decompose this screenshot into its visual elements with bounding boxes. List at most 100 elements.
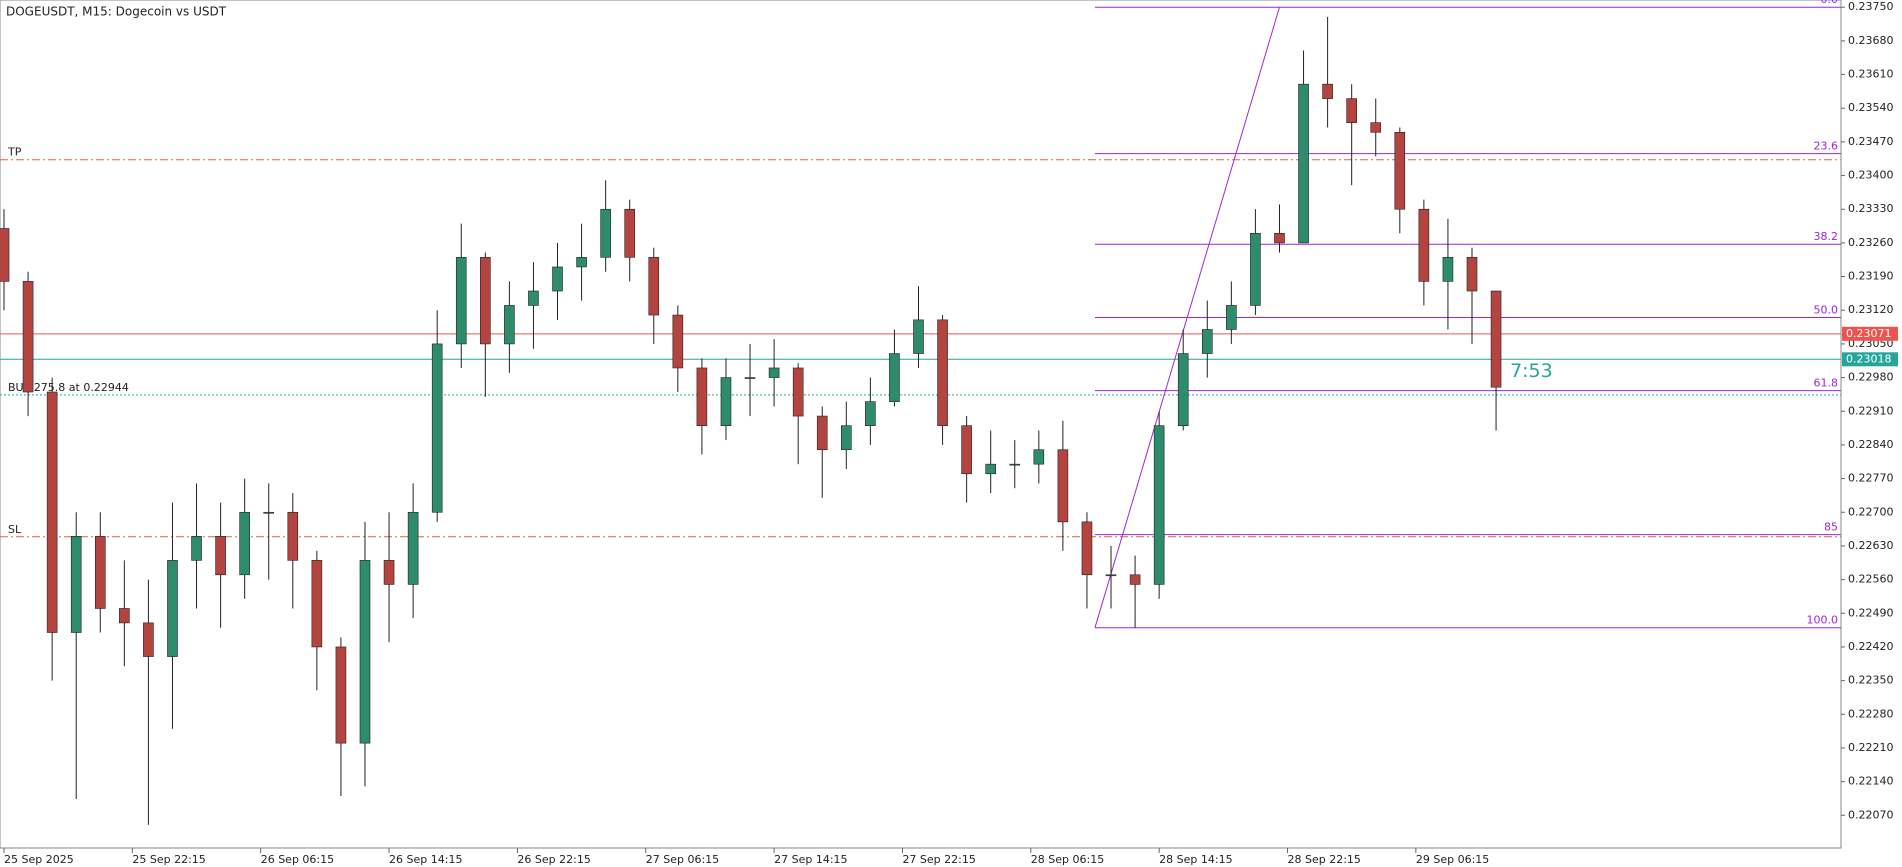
candle-body [1057,449,1069,523]
candle-body [600,208,611,258]
x-tick-label: 27 Sep 14:15 [774,853,847,866]
x-tick-label: 28 Sep 22:15 [1287,853,1360,866]
candle-body [1201,329,1213,354]
y-tick-label: 0.23750 [1848,0,1894,13]
y-tick-label: 0.23330 [1848,202,1894,215]
y-tick-label: 0.23260 [1848,236,1894,249]
x-tick-label: 26 Sep 14:15 [389,853,462,866]
y-tick-label: 0.22070 [1848,808,1894,821]
candle-body [504,305,515,345]
candle-body [383,560,395,585]
candle-body [744,377,756,379]
y-tick-label: 0.23120 [1848,303,1894,316]
candle-body [720,377,732,426]
candle-body [552,266,563,292]
y-tick-label: 0.22140 [1848,775,1894,788]
y-tick-label: 0.22560 [1848,573,1894,586]
y-tick-label: 0.22350 [1848,674,1894,687]
candle-body [1298,83,1309,244]
fib-label: 61.8 [1814,377,1839,390]
candle-body [311,560,323,648]
candle-body [1442,257,1454,282]
candle-body [865,401,876,426]
candle-body [287,511,299,561]
candle-body [1105,574,1117,577]
x-tick-label: 26 Sep 22:15 [517,853,590,866]
plot-frame [0,0,1842,849]
candle-body [1490,290,1502,388]
candle-body [191,536,202,561]
candle-body [1033,449,1045,465]
candle-body [94,536,106,609]
y-tick-label: 0.22280 [1848,707,1894,720]
candle-body [480,257,491,345]
price-tag [1842,326,1898,341]
x-tick-label: 27 Sep 22:15 [902,853,975,866]
x-tick-label: 25 Sep 22:15 [132,853,205,866]
bar-timer: 7:53 [1510,360,1553,382]
level-label: TP [7,146,22,159]
x-tick-label: 25 Sep 2025 [4,853,74,866]
candle-body [1009,463,1021,466]
y-tick-label: 0.22770 [1848,472,1894,485]
price-tag-label: 0.23071 [1846,327,1892,340]
y-tick-label: 0.23470 [1848,135,1894,148]
candle-body [672,314,684,369]
fib-label: 23.6 [1814,140,1839,153]
candle-body [22,281,34,393]
candle-body [648,257,660,316]
candle-body [167,560,178,657]
y-tick-label: 0.22980 [1848,371,1894,384]
x-tick-label: 28 Sep 06:15 [1031,853,1104,866]
y-tick-label: 0.23400 [1848,169,1894,182]
buy-label: BUY 275.8 at 0.22944 [8,381,129,394]
candle-body [840,425,852,451]
y-tick-label: 0.23190 [1848,270,1894,283]
candle-body [937,319,948,426]
candle-body [1274,232,1285,244]
fib-label: 100.0 [1807,614,1839,627]
candle-body [576,257,587,268]
candle-body [215,536,226,576]
candle-body [1418,208,1430,282]
chart-title: DOGEUSDT, M15: Dogecoin vs USDT [6,5,227,19]
candle-body [143,622,154,657]
candle-body [768,367,780,378]
candle-body [359,560,371,744]
candle-body [0,228,10,282]
candle-body [455,257,467,345]
y-tick-label: 0.23680 [1848,34,1894,47]
y-tick-label: 0.22700 [1848,505,1894,518]
candle-body [1394,131,1406,210]
x-tick-label: 27 Sep 06:15 [646,853,719,866]
candle-body [1153,425,1165,585]
candle-body [1177,353,1189,426]
candle-body [913,319,924,354]
y-tick-label: 0.23540 [1848,101,1894,114]
x-tick-label: 29 Sep 06:15 [1416,853,1489,866]
y-tick-label: 0.22910 [1848,404,1894,417]
fib-label: 38.2 [1814,230,1839,243]
y-tick-label: 0.22630 [1848,539,1894,552]
candle-body [335,646,347,744]
candle-body [1370,122,1382,133]
candle-body [119,608,130,624]
y-tick-label: 0.22490 [1848,606,1894,619]
candle-body [1226,305,1237,330]
y-tick-label: 0.23610 [1848,68,1894,81]
candle-body [1081,521,1093,576]
candle-body [696,367,708,426]
candle-body [961,425,972,475]
candle-body [1322,83,1333,99]
candle-body [263,511,275,514]
candle-body [816,415,828,451]
candle-body [239,511,250,576]
candle-body [407,511,419,585]
x-tick-label: 26 Sep 06:15 [261,853,334,866]
level-label: SL [8,523,22,536]
fib-label: 0.0 [1821,0,1839,6]
candle-body [1129,574,1141,585]
fib-label: 50.0 [1814,303,1839,316]
